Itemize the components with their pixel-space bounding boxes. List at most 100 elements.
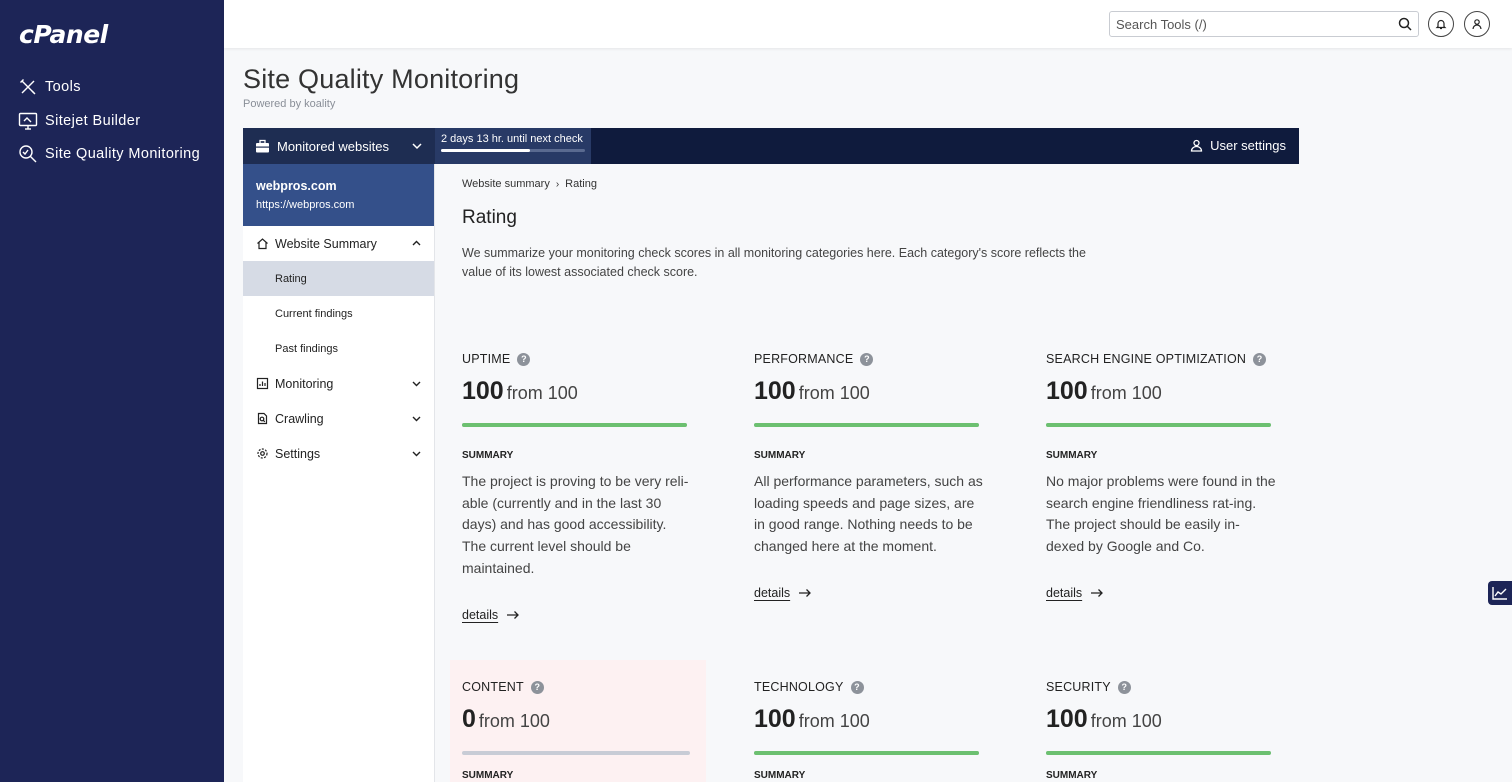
- summary-heading: SUMMARY: [462, 770, 514, 781]
- next-check-progress: [441, 149, 585, 152]
- nav-website-summary[interactable]: Website Summary: [243, 226, 434, 261]
- score-bar-fill: [754, 751, 979, 755]
- details-link[interactable]: details: [462, 608, 520, 622]
- arrow-right-icon: [799, 589, 812, 597]
- summary-text: No major problems were found in the sear…: [1046, 473, 1276, 555]
- cpanel-nav-sitejet-label: Sitejet Builder: [45, 112, 141, 129]
- next-check-progress-fill: [441, 149, 531, 152]
- help-icon[interactable]: ?: [850, 680, 864, 694]
- nav-rating[interactable]: Rating: [243, 261, 434, 296]
- score-value: 100: [1046, 705, 1088, 733]
- cpanel-logo[interactable]: cPanel: [19, 20, 108, 49]
- cpanel-nav: Tools Sitejet Builder Site Quality Monit…: [18, 76, 200, 177]
- nav-current-findings[interactable]: Current findings: [275, 307, 353, 320]
- score-max: from 100: [506, 383, 578, 403]
- chevron-down-icon: [412, 451, 421, 457]
- help-icon[interactable]: ?: [1117, 680, 1131, 694]
- website-url: https://webpros.com: [256, 199, 355, 211]
- monitored-websites-dropdown[interactable]: Monitored websites: [243, 128, 435, 164]
- chevron-down-icon: [412, 381, 421, 387]
- chevron-down-icon: [412, 143, 422, 150]
- card-label-text: CONTENT: [462, 680, 524, 694]
- card-score: 100 from 100: [754, 377, 870, 406]
- card-label-text: PERFORMANCE: [754, 352, 854, 366]
- nav-monitoring-label: Monitoring: [275, 376, 334, 391]
- uptime-card: UPTIME? 100 from 100 SUMMARY The project …: [462, 344, 722, 634]
- nav-monitoring[interactable]: Monitoring: [243, 366, 434, 401]
- score-bar: [1046, 423, 1271, 427]
- summary-text: All performance parameters, such as load…: [754, 473, 983, 555]
- score-bar-fill: [1046, 751, 1271, 755]
- summary-heading: SUMMARY: [754, 450, 806, 461]
- user-account-button[interactable]: [1464, 11, 1490, 37]
- summary-heading: SUMMARY: [1046, 770, 1098, 781]
- help-icon[interactable]: ?: [1253, 352, 1267, 366]
- cpanel-nav-site-quality-label: Site Quality Monitoring: [45, 146, 201, 162]
- arrow-right-icon: [1091, 589, 1104, 597]
- briefcase-icon: [256, 139, 269, 152]
- cpanel-nav-tools[interactable]: Tools: [18, 76, 200, 98]
- card-label-text: SEARCH ENGINE OPTIMIZATION: [1046, 352, 1247, 366]
- score-max: from 100: [798, 383, 870, 403]
- next-check-indicator: 2 days 13 hr. until next check: [435, 128, 591, 164]
- details-link[interactable]: details: [754, 586, 812, 600]
- breadcrumb-rating: Rating: [565, 178, 597, 190]
- details-label: details: [1046, 586, 1083, 600]
- magnifier-icon: [19, 145, 37, 163]
- card-label: TECHNOLOGY?: [754, 680, 864, 694]
- chevron-up-icon: [412, 240, 421, 246]
- details-label: details: [754, 586, 791, 600]
- cpanel-sidebar: cPanel Tools Sitejet Builder Site Qualit…: [0, 0, 224, 782]
- score-value: 100: [462, 377, 504, 405]
- help-icon[interactable]: ?: [517, 352, 531, 366]
- summary-heading: SUMMARY: [1046, 450, 1098, 461]
- koality-sidebar: webpros.com https://webpros.com Website …: [243, 164, 435, 782]
- card-label: CONTENT?: [462, 680, 544, 694]
- score-bar-fill: [754, 423, 979, 427]
- score-max: from 100: [1090, 383, 1162, 403]
- nav-website-summary-label: Website Summary: [275, 236, 377, 251]
- search-input[interactable]: [1116, 16, 1398, 32]
- card-score: 100 from 100: [1046, 705, 1162, 734]
- stats-toggle-button[interactable]: [1488, 581, 1512, 605]
- user-icon: [1190, 139, 1203, 152]
- page-subtitle: Powered by koality: [243, 98, 336, 110]
- koality-header-bar: Monitored websites 2 days 13 hr. until n…: [243, 128, 1299, 164]
- help-icon[interactable]: ?: [860, 352, 874, 366]
- score-max: from 100: [1090, 711, 1162, 731]
- next-check-text: 2 days 13 hr. until next check: [441, 133, 583, 145]
- nav-crawling[interactable]: Crawling: [243, 401, 434, 436]
- rating-title: Rating: [462, 207, 517, 228]
- search-tools[interactable]: [1109, 11, 1419, 37]
- details-label: details: [462, 608, 499, 622]
- score-value: 100: [754, 705, 796, 733]
- help-icon[interactable]: ?: [530, 680, 544, 694]
- cpanel-nav-site-quality[interactable]: Site Quality Monitoring: [18, 143, 200, 165]
- card-label-text: TECHNOLOGY: [754, 680, 844, 694]
- card-score: 100 from 100: [754, 705, 870, 734]
- notifications-button[interactable]: [1428, 11, 1454, 37]
- nav-past-findings[interactable]: Past findings: [275, 342, 338, 355]
- score-bar: [462, 751, 690, 755]
- nav-settings[interactable]: Settings: [243, 436, 434, 471]
- score-bar: [754, 423, 979, 427]
- details-link[interactable]: details: [1046, 586, 1104, 600]
- breadcrumb-website-summary[interactable]: Website summary: [462, 178, 550, 190]
- score-value: 100: [1046, 377, 1088, 405]
- card-label: PERFORMANCE?: [754, 352, 874, 366]
- cpanel-nav-tools-label: Tools: [45, 79, 81, 95]
- technology-card: TECHNOLOGY? 100 from 100 SUMMARY: [754, 672, 1014, 782]
- bell-icon: [1435, 19, 1447, 30]
- cpanel-nav-sitejet[interactable]: Sitejet Builder: [18, 110, 200, 132]
- card-label: SEARCH ENGINE OPTIMIZATION?: [1046, 352, 1267, 366]
- breadcrumb: Website summary › Rating: [462, 178, 597, 190]
- website-name: webpros.com: [256, 179, 337, 193]
- card-label-text: SECURITY: [1046, 680, 1111, 694]
- score-bar-fill: [1046, 423, 1271, 427]
- breadcrumb-separator-icon: ›: [555, 178, 560, 190]
- performance-card: PERFORMANCE? 100 from 100 SUMMARY All per…: [754, 344, 1014, 614]
- user-settings-button[interactable]: User settings: [1190, 138, 1286, 153]
- search-icon[interactable]: [1398, 17, 1412, 31]
- selected-website[interactable]: webpros.com https://webpros.com: [243, 164, 434, 226]
- security-card: SECURITY? 100 from 100 SUMMARY: [1046, 672, 1306, 782]
